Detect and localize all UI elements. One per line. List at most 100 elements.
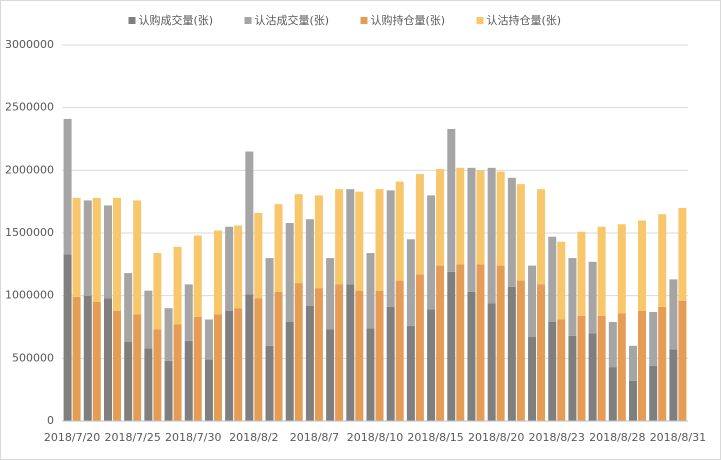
legend-label: 认沽成交量(张): [255, 13, 330, 27]
bar-segment: [164, 308, 173, 361]
bar-segment: [516, 184, 525, 281]
bar-segment: [456, 264, 465, 421]
bar-segment: [314, 195, 323, 289]
bar-segment: [245, 151, 254, 295]
bar-segment: [588, 261, 597, 334]
bar-segment: [456, 167, 465, 265]
bar-segment: [467, 167, 476, 292]
bar-segment: [335, 284, 344, 421]
bar-segment: [305, 219, 314, 306]
bar-segment: [577, 231, 586, 316]
y-tick-label: 3000000: [5, 38, 54, 51]
y-tick-label: 500000: [12, 351, 54, 364]
legend-swatch: [128, 17, 136, 24]
bar-segment: [496, 171, 505, 266]
x-tick-label: 2018/7/30: [165, 431, 221, 444]
bar-segment: [254, 298, 263, 421]
bar-segment: [537, 284, 546, 421]
bar-segment: [608, 367, 617, 421]
bar-segment: [274, 204, 283, 292]
bar-segment: [265, 345, 274, 421]
bar-segment: [557, 319, 566, 421]
bar-segment: [133, 314, 142, 421]
y-tick-label: 2000000: [5, 163, 54, 176]
bar-segment: [173, 324, 182, 421]
bar-segment: [638, 310, 647, 421]
bar-segment: [507, 286, 516, 421]
x-tick-label: 2018/7/25: [104, 431, 160, 444]
bar-segment: [588, 333, 597, 421]
bar-segment: [617, 224, 626, 314]
bar-segment: [516, 280, 525, 421]
bar-segment: [144, 348, 153, 421]
bar-segment: [83, 295, 92, 421]
y-tick-label: 2500000: [5, 101, 54, 114]
bar-segment: [346, 189, 355, 285]
bar-segment: [265, 258, 274, 346]
bar-segment: [355, 191, 364, 291]
bar-segment: [355, 290, 364, 421]
bar-segment: [346, 284, 355, 421]
bar-segment: [92, 197, 101, 302]
bar-segment: [496, 265, 505, 421]
bar-segment: [326, 258, 335, 330]
legend-label: 认沽持仓量(张): [487, 13, 562, 27]
bar-segment: [63, 118, 72, 255]
bar-segment: [112, 310, 121, 421]
bar-segment: [487, 167, 496, 304]
bar-segment: [649, 365, 658, 421]
x-tick-label: 2018/8/31: [650, 431, 706, 444]
bar-segment: [72, 197, 81, 297]
x-tick-label: 2018/8/15: [407, 431, 463, 444]
y-tick-label: 1000000: [5, 289, 54, 302]
bar-segment: [103, 205, 112, 299]
bar-segment: [436, 265, 445, 421]
bar-segment: [476, 170, 485, 265]
bar-segment: [294, 194, 303, 284]
bar-segment: [92, 301, 101, 421]
bar-segment: [395, 280, 404, 421]
bar-segment: [436, 169, 445, 266]
bar-segment: [447, 128, 456, 272]
bar-segment: [678, 300, 687, 421]
bar-segment: [669, 349, 678, 421]
bar-segment: [608, 321, 617, 368]
bar-segment: [537, 189, 546, 285]
legend-swatch: [244, 17, 252, 24]
bar-segment: [406, 325, 415, 421]
bar-segment: [669, 279, 678, 350]
bar-segment: [274, 291, 283, 421]
bar-segment: [678, 207, 687, 301]
bar-segment: [204, 319, 213, 360]
bar-segment: [366, 328, 375, 421]
bar-segment: [568, 258, 577, 336]
bar-segment: [314, 288, 323, 421]
bar-segment: [629, 380, 638, 421]
bar-segment: [375, 290, 384, 421]
legend-swatch: [476, 17, 484, 24]
bar-segment: [487, 303, 496, 421]
bar-segment: [245, 294, 254, 421]
bar-segment: [528, 265, 537, 338]
bar-segment: [72, 296, 81, 421]
bar-segment: [658, 214, 667, 307]
bar-segment: [557, 241, 566, 320]
bar-segment: [507, 177, 516, 287]
bar-segment: [326, 329, 335, 421]
bar-segment: [597, 315, 606, 421]
y-tick-label: 0: [47, 414, 54, 427]
bar-segment: [415, 274, 424, 421]
bar-segment: [617, 313, 626, 421]
bar-segment: [649, 311, 658, 366]
bar-segment: [375, 189, 384, 291]
bar-segment: [285, 222, 294, 322]
bar-segment: [133, 200, 142, 315]
bar-segment: [577, 315, 586, 421]
bar-segment: [112, 197, 121, 311]
bar-segment: [386, 190, 395, 307]
legend-label: 认购成交量(张): [139, 13, 214, 27]
bar-segment: [305, 305, 314, 421]
bar-segment: [254, 212, 263, 299]
bar-segment: [153, 329, 162, 421]
